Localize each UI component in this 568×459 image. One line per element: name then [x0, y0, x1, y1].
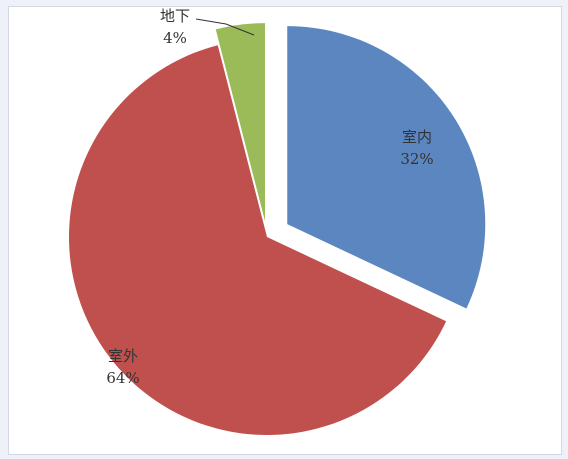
slice-percent-label: 4% [163, 29, 187, 47]
pie-chart: 室内 32% 室外 64% 地下 4% [68, 7, 486, 436]
slice-category-label: 室内 [402, 128, 432, 146]
pie-slices [68, 23, 486, 436]
pie-slice-1 [287, 26, 486, 309]
pie-slice-3 [215, 23, 265, 222]
pie-slice-2 [68, 45, 447, 436]
slice-label-2: 室外 64% [106, 347, 139, 387]
chart-frame: 室内 32% 室外 64% 地下 4% [8, 6, 562, 455]
slice-category-label: 地下 [160, 7, 190, 25]
pie-labels: 室内 32% 室外 64% 地下 4% [106, 7, 433, 387]
leader-line [195, 18, 255, 36]
slice-percent-label: 32% [400, 150, 433, 168]
slice-percent-label: 64% [106, 369, 139, 387]
slice-category-label: 室外 [108, 347, 138, 365]
slice-label-3: 地下 4% [160, 7, 190, 47]
slice-label-1: 室内 32% [400, 128, 433, 168]
